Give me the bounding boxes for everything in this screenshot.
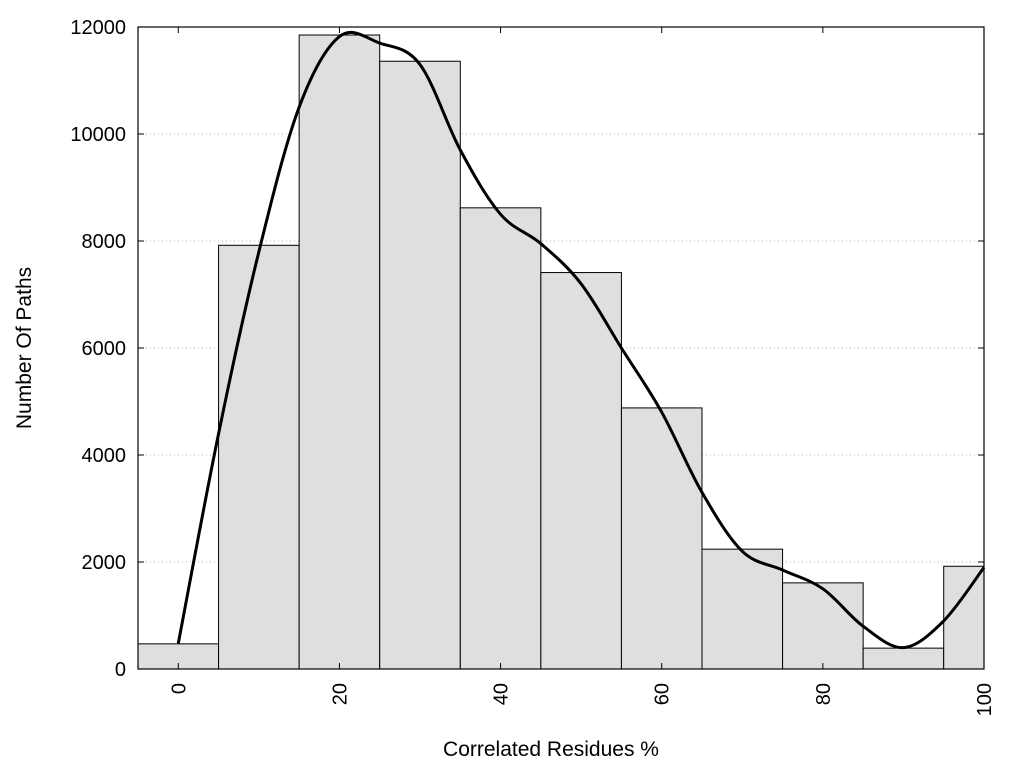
histogram-bar-20 [298,34,381,670]
y-tick-label: 10000 [70,124,126,146]
density-curve-layer [176,30,986,650]
y-tick-label: 4000 [82,445,127,467]
y-tick-label: 2000 [82,552,127,574]
histogram-bar-90 [862,647,945,670]
y-axis: 0 2000 4000 6000 8000 10000 12000 [70,17,984,681]
y-axis-label: Number Of Paths [13,267,36,429]
density-curve [176,30,986,650]
x-tick-label: 100 [974,683,996,716]
histogram-bars [137,34,985,670]
histogram-bar-40 [459,207,542,670]
histogram-bar-10 [218,244,300,670]
x-tick-label: 20 [329,683,351,705]
histogram-bar-60 [620,407,703,670]
x-axis: 0 20 40 60 80 100 [168,27,996,716]
histogram-bar-100 [943,565,985,670]
x-axis-label: Correlated Residues % [443,738,659,761]
y-tick-label: 0 [115,659,126,681]
x-tick-label: 0 [168,683,190,694]
x-tick-label: 80 [813,683,835,705]
y-tick-label: 12000 [70,17,126,39]
histogram-bar-80 [782,582,864,670]
histogram-bar-50 [540,272,622,670]
x-tick-label: 60 [652,683,674,705]
y-tick-label: 8000 [82,231,127,253]
x-tick-label: 40 [491,683,513,705]
y-tick-label: 6000 [82,338,127,360]
histogram-bar-30 [379,60,461,670]
